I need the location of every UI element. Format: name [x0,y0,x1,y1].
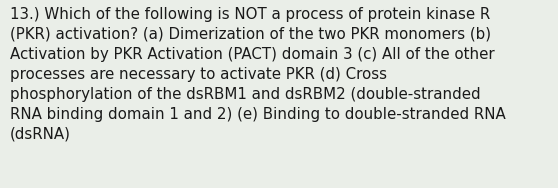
Text: 13.) Which of the following is NOT a process of protein kinase R
(PKR) activatio: 13.) Which of the following is NOT a pro… [10,7,506,142]
